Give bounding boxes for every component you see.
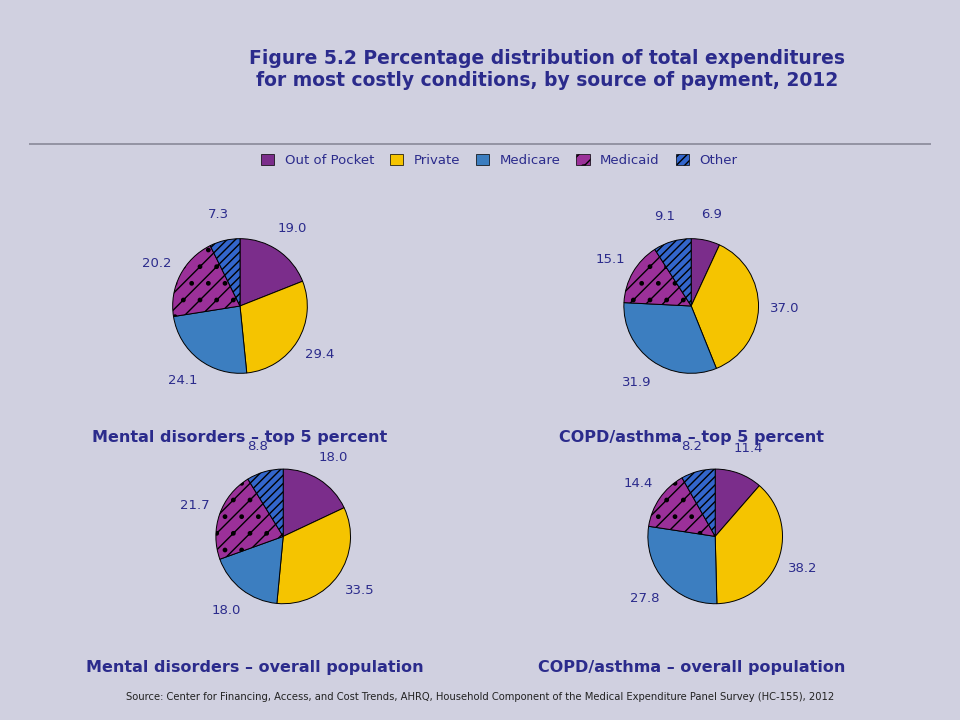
Text: 27.8: 27.8 <box>631 592 660 605</box>
Text: 15.1: 15.1 <box>595 253 625 266</box>
Wedge shape <box>216 479 283 559</box>
Text: 7.3: 7.3 <box>208 209 229 222</box>
Text: 14.4: 14.4 <box>624 477 653 490</box>
Wedge shape <box>276 508 350 603</box>
Wedge shape <box>624 249 691 306</box>
Text: 9.1: 9.1 <box>655 210 675 222</box>
Wedge shape <box>174 306 247 373</box>
Wedge shape <box>240 282 307 373</box>
Legend: Out of Pocket, Private, Medicare, Medicaid, Other: Out of Pocket, Private, Medicare, Medica… <box>255 148 743 172</box>
Text: 21.7: 21.7 <box>180 499 210 512</box>
Text: 8.8: 8.8 <box>248 440 268 453</box>
Text: 37.0: 37.0 <box>770 302 800 315</box>
Wedge shape <box>649 478 715 536</box>
Text: 24.1: 24.1 <box>168 374 198 387</box>
Text: 31.9: 31.9 <box>622 376 652 389</box>
Wedge shape <box>173 246 240 317</box>
Text: 6.9: 6.9 <box>701 208 722 221</box>
Text: Source: Center for Financing, Access, and Cost Trends, AHRQ, Household Component: Source: Center for Financing, Access, an… <box>126 693 834 702</box>
Wedge shape <box>648 526 717 604</box>
Wedge shape <box>624 302 716 373</box>
Wedge shape <box>715 469 759 536</box>
Text: 11.4: 11.4 <box>733 442 762 455</box>
Wedge shape <box>715 485 782 603</box>
Text: 19.0: 19.0 <box>277 222 307 235</box>
Text: 29.4: 29.4 <box>305 348 334 361</box>
Wedge shape <box>248 469 283 536</box>
Text: Mental disorders – top 5 percent: Mental disorders – top 5 percent <box>92 430 388 444</box>
Text: 38.2: 38.2 <box>788 562 818 575</box>
Text: 20.2: 20.2 <box>142 256 172 269</box>
Text: Figure 5.2 Percentage distribution of total expenditures
for most costly conditi: Figure 5.2 Percentage distribution of to… <box>250 49 845 89</box>
Text: 18.0: 18.0 <box>319 451 348 464</box>
Wedge shape <box>210 239 240 306</box>
Wedge shape <box>682 469 715 536</box>
Text: 33.5: 33.5 <box>345 584 374 597</box>
Text: COPD/asthma – top 5 percent: COPD/asthma – top 5 percent <box>559 430 824 444</box>
Wedge shape <box>283 469 344 536</box>
Text: 18.0: 18.0 <box>211 604 241 617</box>
Text: 8.2: 8.2 <box>681 439 702 453</box>
Text: COPD/asthma – overall population: COPD/asthma – overall population <box>538 660 845 675</box>
Wedge shape <box>655 239 691 306</box>
Wedge shape <box>691 245 758 369</box>
Wedge shape <box>240 239 302 306</box>
Wedge shape <box>220 536 283 603</box>
Text: Mental disorders – overall population: Mental disorders – overall population <box>85 660 423 675</box>
Wedge shape <box>691 239 719 306</box>
